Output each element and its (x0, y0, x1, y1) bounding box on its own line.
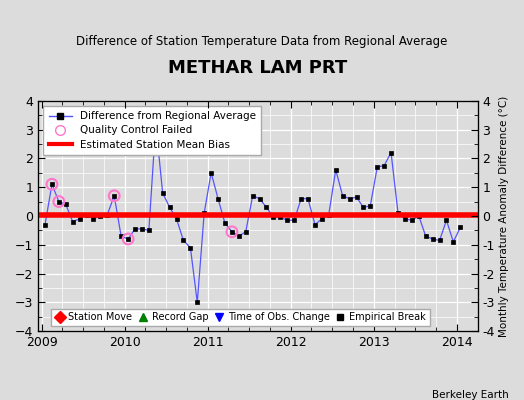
Quality Control Failed (228, 228, 236, 235)
Difference from Regional Average (139, 226, 145, 231)
Difference from Regional Average (457, 225, 463, 230)
Quality Control Failed (151, 121, 160, 127)
Y-axis label: Monthly Temperature Anomaly Difference (°C): Monthly Temperature Anomaly Difference (… (499, 95, 509, 336)
Line: Difference from Regional Average: Difference from Regional Average (42, 121, 463, 305)
Difference from Regional Average (305, 196, 311, 201)
Difference from Regional Average (194, 300, 201, 305)
Quality Control Failed (110, 193, 118, 199)
Difference from Regional Average (416, 214, 422, 218)
Difference from Regional Average (152, 122, 159, 126)
Text: Berkeley Earth: Berkeley Earth (432, 390, 508, 400)
Quality Control Failed (124, 236, 132, 242)
Difference from Regional Average (277, 215, 283, 220)
Quality Control Failed (48, 181, 56, 188)
Text: Difference of Station Temperature Data from Regional Average: Difference of Station Temperature Data f… (77, 36, 447, 48)
Difference from Regional Average (201, 211, 208, 216)
Legend: Station Move, Record Gap, Time of Obs. Change, Empirical Break: Station Move, Record Gap, Time of Obs. C… (51, 308, 430, 326)
Difference from Regional Average (125, 236, 131, 241)
Difference from Regional Average (42, 222, 48, 227)
Title: METHAR LAM PRT: METHAR LAM PRT (168, 59, 347, 77)
Quality Control Failed (54, 198, 63, 205)
